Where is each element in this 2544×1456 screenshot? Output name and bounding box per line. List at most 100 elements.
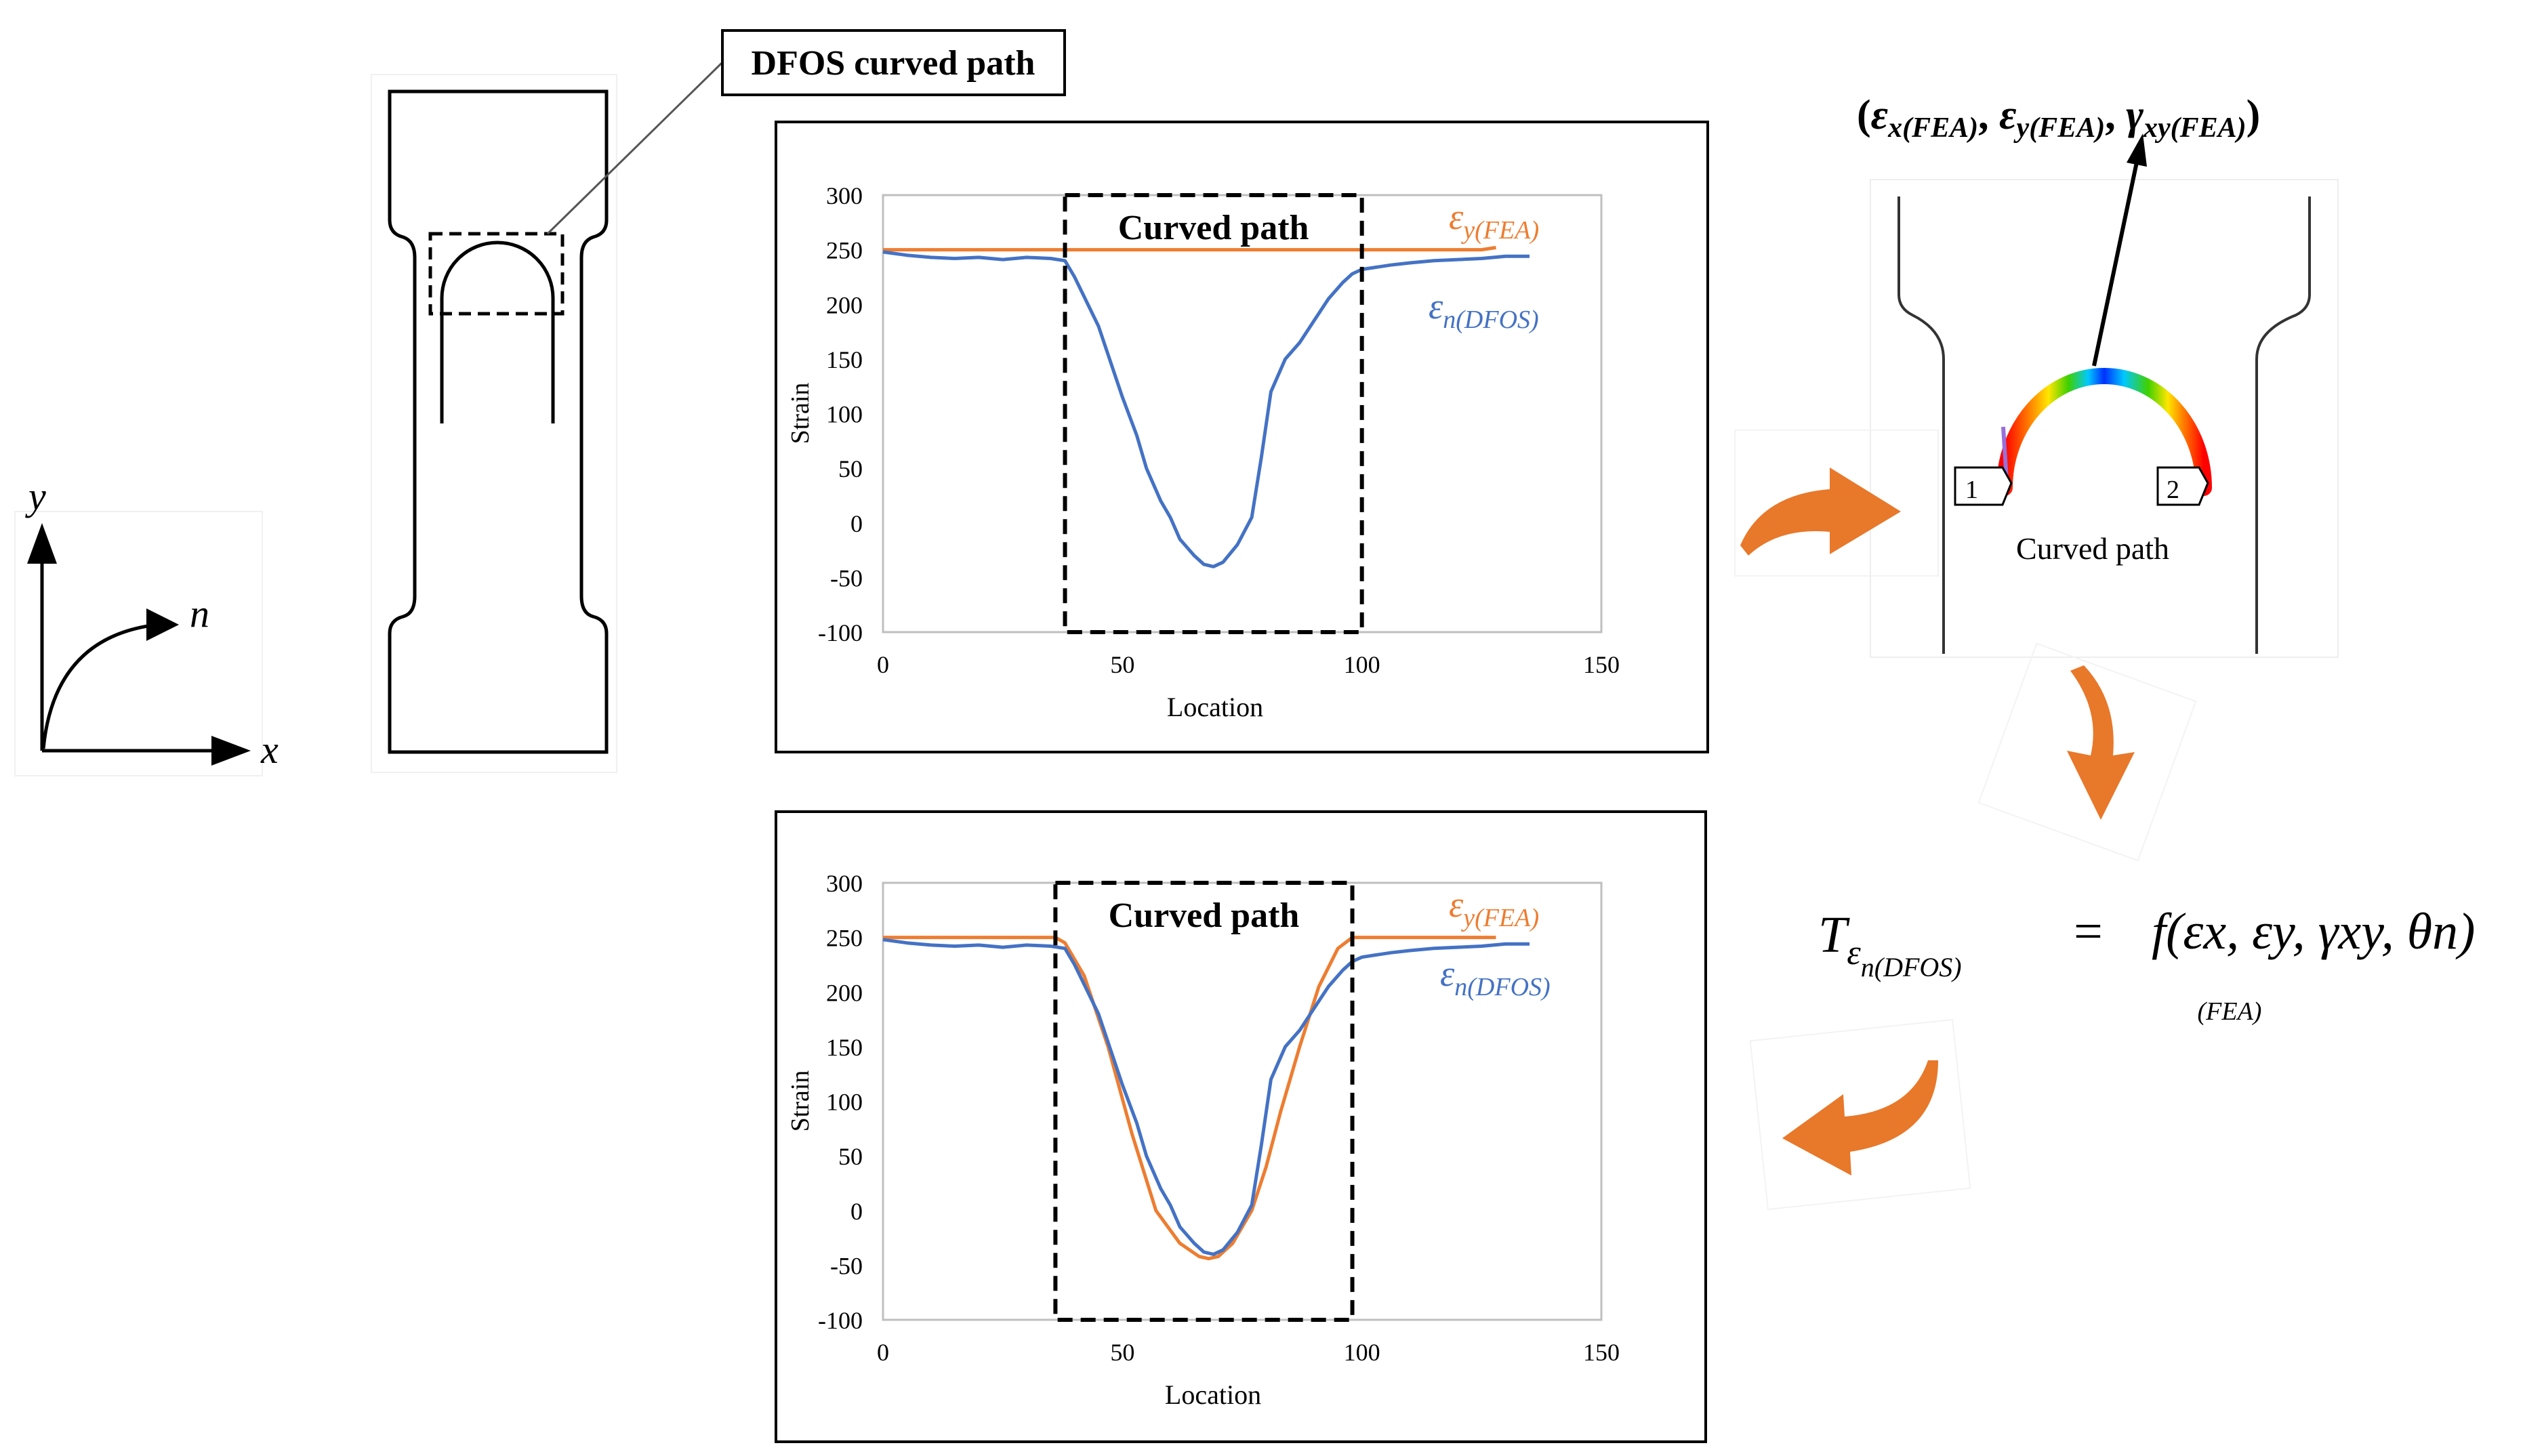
chart-bottom-series — [882, 936, 1530, 1261]
transformation-equation: Tεn(DFOS) = f(εx, εy, γxy, θn) (FEA) — [1818, 903, 2475, 1026]
coord-frame — [14, 511, 263, 776]
fea-node-1-label: 1 — [1965, 476, 1978, 504]
chart-top-ylabel: Strain — [786, 383, 815, 444]
y-tick-label: 50 — [838, 455, 863, 482]
coordinate-system: y x n — [14, 474, 279, 776]
fea-curved-path-label: Curved path — [2016, 531, 2169, 566]
legend-dfos-main: ε — [1429, 286, 1443, 327]
n-direction-curve — [41, 623, 158, 749]
y-tick-label: 200 — [826, 291, 863, 318]
y-tick-label: 100 — [826, 1089, 863, 1116]
tuple-eps-y: ε — [1999, 92, 2016, 138]
dfos-callout-text: DFOS curved path — [752, 44, 1035, 83]
chart-top-series — [882, 245, 1530, 568]
axis-y-label: y — [25, 474, 46, 518]
arrow-3-frame — [1749, 1018, 1971, 1211]
series-line-fea — [883, 245, 1496, 252]
series-line-dfos — [882, 938, 1530, 1256]
y-tick-label: 250 — [826, 237, 863, 264]
eq-T-main: T — [1818, 907, 1850, 963]
chart-top-legend-fea: εy(FEA) — [1449, 196, 1539, 245]
legend-dfos-sub-b: n(DFOS) — [1454, 973, 1550, 1001]
eq-T: Tεn(DFOS) — [1818, 907, 1962, 982]
y-tick-label: 0 — [850, 510, 863, 537]
dfos-callout-box — [721, 29, 1066, 96]
chart-top-curved-path-box — [1063, 193, 1364, 634]
chart-bottom-xlabel: Location — [1165, 1379, 1261, 1410]
y-tick-label: -100 — [818, 619, 863, 646]
dfos-fiber-path — [440, 241, 555, 423]
y-tick-label: -50 — [830, 564, 863, 591]
x-tick-label: 100 — [1344, 1339, 1380, 1366]
tuple-eps-x: ε — [1871, 92, 1888, 138]
dfos-region-box — [428, 232, 565, 316]
fea-strain-tuple: (εx(FEA), εy(FEA), γxy(FEA)) — [1857, 92, 2260, 144]
fea-pointer-arrowhead — [2127, 133, 2147, 167]
x-tick-label: 100 — [1344, 651, 1380, 678]
tuple-close: ) — [2246, 92, 2261, 138]
y-tick-label: 250 — [826, 925, 863, 952]
dfos-callout: DFOS curved path — [721, 29, 1066, 96]
chart-top-x-ticks: 0 50 100 150 — [877, 651, 1620, 678]
fea-right-edge — [2255, 196, 2311, 654]
fea-node-2-label: 2 — [2167, 476, 2179, 504]
y-axis-arrowhead — [27, 523, 57, 564]
flow-arrows — [1734, 430, 2197, 1211]
x-tick-label: 0 — [877, 651, 889, 678]
chart-bottom-y-ticks: -100 -50 0 50 100 150 200 250 300 — [818, 870, 863, 1334]
series-line-dfos — [882, 250, 1530, 568]
y-tick-label: 300 — [826, 870, 863, 897]
chart-top-curved-path-label: Curved path — [1118, 209, 1309, 247]
chart-top-y-ticks: -100 -50 0 50 100 150 200 250 300 — [818, 182, 863, 646]
legend-fea-main-b: ε — [1449, 884, 1464, 925]
legend-dfos-sub: n(DFOS) — [1443, 306, 1538, 334]
tuple-sub-x: x(FEA) — [1887, 112, 1978, 144]
y-tick-label: 300 — [826, 182, 863, 209]
chart-bottom: -100 -50 0 50 100 150 200 250 300 0 50 100 150 Curv… — [775, 810, 1707, 1443]
arrow-1-frame — [1734, 430, 1939, 577]
arrow-equation-to-chart — [1782, 1060, 1938, 1176]
x-tick-label: 0 — [877, 1339, 889, 1366]
chart-bottom-legend-fea: εy(FEA) — [1449, 884, 1539, 932]
callout-leader-line — [546, 62, 723, 235]
legend-fea-main: ε — [1449, 196, 1464, 237]
y-tick-label: 150 — [826, 346, 863, 373]
eq-eps-sub: ε — [1847, 934, 1861, 972]
chart-bottom-curved-path-label: Curved path — [1109, 896, 1300, 935]
x-tick-label: 50 — [1110, 1339, 1134, 1366]
fea-node-2-tag — [2156, 466, 2209, 506]
n-direction-arrowhead — [146, 608, 179, 641]
chart-top-frame — [775, 121, 1709, 753]
eq-T-sub: n(DFOS) — [1861, 952, 1962, 982]
chart-bottom-legend-dfos: εn(DFOS) — [1440, 953, 1551, 1001]
axis-x-label: x — [260, 728, 279, 772]
specimen-dogbone — [371, 62, 723, 773]
x-axis-arrowhead — [211, 736, 251, 766]
series-line-fea — [883, 936, 1496, 1261]
chart-top-legend-dfos: εn(DFOS) — [1429, 286, 1539, 334]
fea-model-frame — [1870, 179, 2339, 658]
chart-bottom-frame — [775, 810, 1707, 1443]
tuple-gamma: γ — [2126, 92, 2143, 138]
x-tick-label: 150 — [1583, 1339, 1620, 1366]
y-tick-label: 50 — [838, 1143, 863, 1170]
chart-bottom-curved-path-box — [1053, 881, 1355, 1322]
legend-dfos-main-b: ε — [1440, 953, 1455, 994]
fea-node-1-tag — [1954, 466, 2013, 506]
eq-fea-label: (FEA) — [2198, 997, 2262, 1026]
chart-top: -100 -50 0 50 100 150 200 250 300 0 50 100 150 Curv… — [775, 121, 1709, 753]
x-tick-label: 50 — [1110, 651, 1134, 678]
y-tick-label: 100 — [826, 401, 863, 428]
y-tick-label: -100 — [818, 1307, 863, 1334]
specimen-frame — [371, 74, 617, 773]
specimen-outline — [388, 89, 609, 754]
fea-left-edge — [1897, 196, 1945, 654]
chart-top-xlabel: Location — [1167, 692, 1263, 722]
chart-bottom-x-ticks: 0 50 100 150 — [877, 1339, 1620, 1366]
y-tick-label: -50 — [830, 1252, 863, 1279]
legend-fea-sub-b: y(FEA) — [1460, 904, 1539, 932]
tuple-sub-y: y(FEA) — [2013, 112, 2106, 144]
y-tick-label: 200 — [826, 979, 863, 1006]
fea-model: 1 2 Curved path — [1870, 133, 2339, 658]
